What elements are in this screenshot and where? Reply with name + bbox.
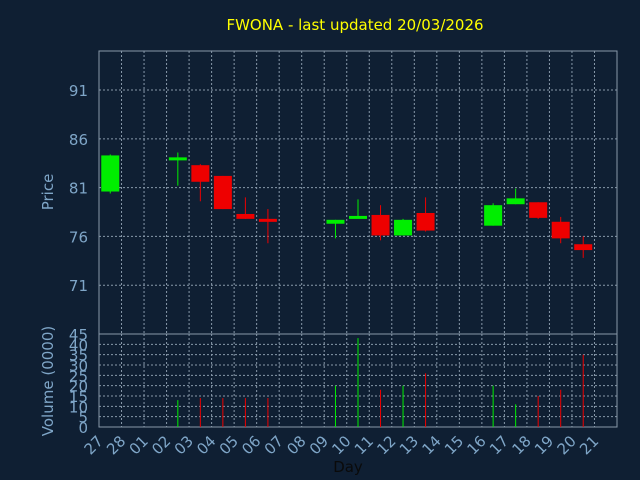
candle-body <box>416 212 435 231</box>
price-y-tick-label: 71 <box>69 277 88 295</box>
candlestick <box>191 164 210 202</box>
price-y-tick-label: 91 <box>69 82 88 100</box>
candle-body <box>236 213 255 219</box>
candlestick <box>168 152 187 186</box>
candlestick <box>236 197 255 219</box>
volume-y-tick-label: 40 <box>69 336 88 354</box>
candlestick <box>506 188 525 205</box>
x-axis-label: Day <box>333 458 363 476</box>
candlestick-series <box>101 152 593 258</box>
chart-title: FWONA - last updated 20/03/2026 <box>226 16 483 34</box>
volume-y-tick-label: 0 <box>78 419 88 437</box>
volume-y-tick-label: 20 <box>69 378 88 396</box>
volume-y-tick-label: 25 <box>69 367 88 385</box>
candle-body <box>371 214 390 236</box>
candle-body <box>484 205 503 226</box>
candlestick <box>258 209 277 244</box>
price-y-tick-label: 76 <box>69 228 88 246</box>
candlestick <box>371 205 390 241</box>
volume-gridlines <box>99 334 617 427</box>
candlestick <box>326 219 345 239</box>
candlestick <box>349 199 367 219</box>
candle-body <box>551 221 570 239</box>
price-y-tick-labels: 71 76 81 86 91 <box>69 82 88 295</box>
price-y-tick-label: 86 <box>69 131 88 149</box>
volume-bar-series <box>177 338 584 427</box>
price-y-tick-label: 81 <box>69 180 88 198</box>
volume-y-tick-label: 5 <box>78 409 88 427</box>
candle-body <box>168 157 187 161</box>
candlestick <box>551 216 570 244</box>
volume-y-tick-label: 15 <box>69 388 88 406</box>
candle-body <box>258 218 277 222</box>
volume-axis-label: Volume (0000) <box>39 326 57 436</box>
candle-body <box>574 244 593 251</box>
candle-body <box>506 198 525 205</box>
volume-y-tick-label: 45 <box>69 326 88 344</box>
volume-y-tick-label: 30 <box>69 357 88 375</box>
candlestick <box>529 202 548 219</box>
volume-y-tick-label: 10 <box>69 398 88 416</box>
candle-body <box>101 155 120 192</box>
x-tick-labels: 2728010203040506070809101112131415161718… <box>81 432 603 458</box>
candle-body <box>529 202 548 218</box>
price-gridlines <box>99 51 617 334</box>
volume-y-tick-label: 35 <box>69 347 88 365</box>
candlestick <box>484 203 503 226</box>
candlestick <box>394 218 413 236</box>
price-axis-label: Price <box>39 174 57 211</box>
candle-body <box>394 219 413 236</box>
candle-body <box>213 175 232 210</box>
candle-body <box>326 219 345 224</box>
candlestick <box>574 236 593 258</box>
candle-body <box>349 215 367 219</box>
candlestick <box>213 175 232 210</box>
candle-body <box>191 165 210 182</box>
candlestick <box>416 197 435 232</box>
candlestick <box>101 154 120 194</box>
